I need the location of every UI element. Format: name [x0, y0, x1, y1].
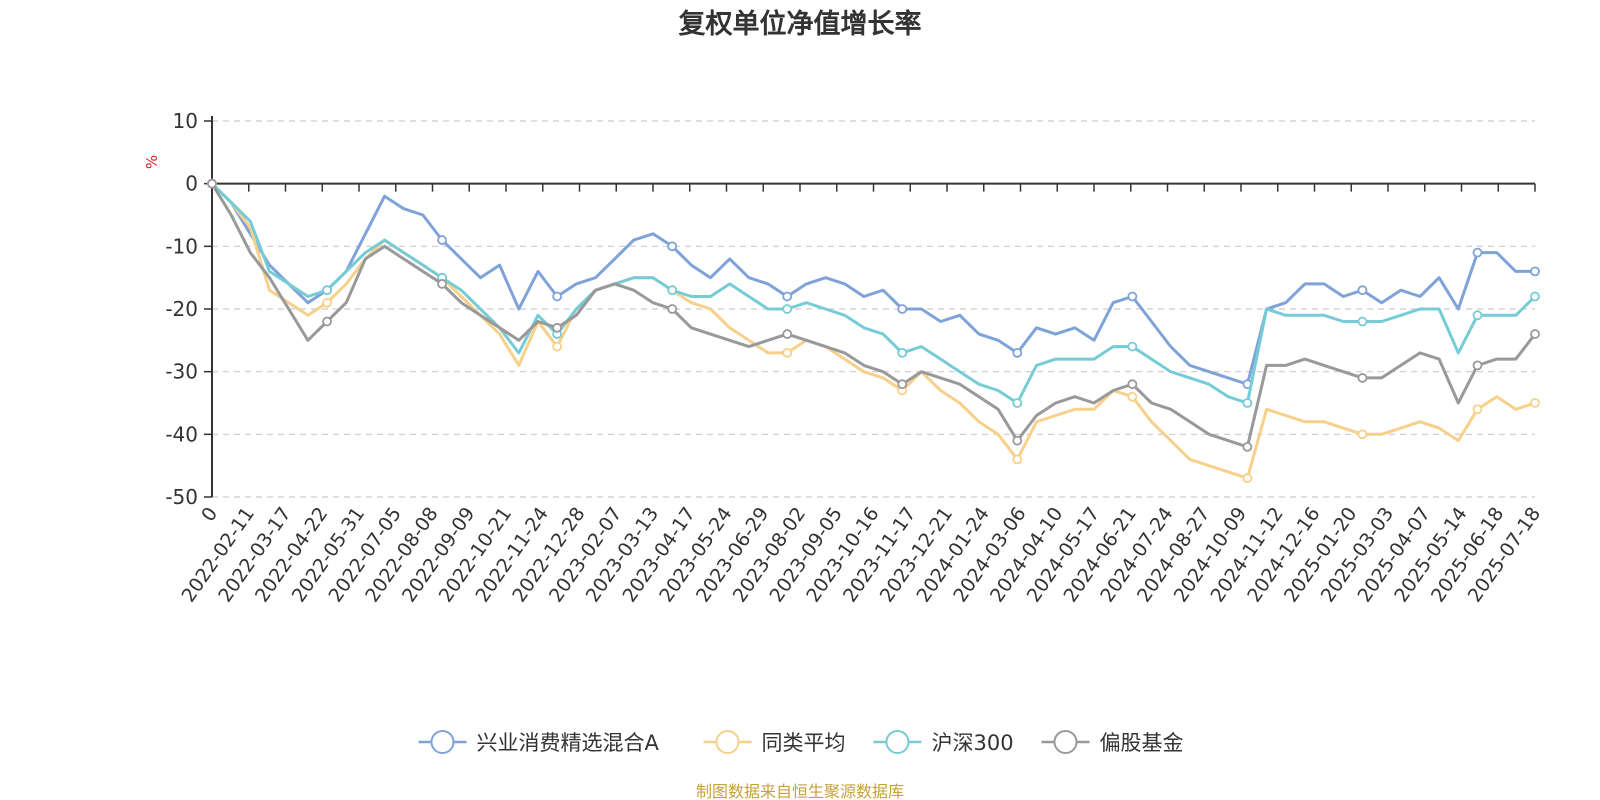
legend-item[interactable]: 沪深300: [873, 730, 1014, 755]
grid-lines: [212, 120, 1535, 498]
y-tick-label: -40: [165, 422, 198, 446]
legend-item[interactable]: 同类平均: [703, 730, 846, 755]
data-point: [1357, 285, 1368, 296]
series-line: [210, 182, 1537, 405]
legend-marker: [885, 730, 910, 754]
series-3: [207, 178, 1540, 408]
data-point: [1012, 454, 1023, 465]
legend-item[interactable]: 偏股基金: [1041, 730, 1184, 755]
y-tick-label: -20: [165, 297, 198, 321]
axes: [204, 116, 1536, 498]
data-point: [1012, 435, 1023, 446]
legend-label: 兴业消费精选混合A: [477, 731, 660, 755]
data-point: [782, 347, 793, 358]
chart-title: 复权单位净值增长率: [679, 8, 922, 40]
data-point: [1012, 398, 1023, 408]
data-point: [1472, 247, 1483, 258]
data-point: [1530, 398, 1540, 408]
series-4: [207, 178, 1540, 452]
data-point: [1472, 404, 1483, 415]
data-point: [897, 379, 908, 390]
data-point: [1472, 360, 1483, 371]
y-tick-label: 0: [185, 172, 198, 196]
data-point: [552, 291, 563, 302]
data-point: [322, 285, 332, 296]
legend-marker: [430, 730, 455, 754]
series-group: [207, 178, 1540, 484]
x-tick-label: 0: [197, 503, 222, 526]
y-tick-label: -30: [165, 360, 198, 384]
data-point: [1530, 266, 1540, 277]
data-point: [1242, 473, 1253, 484]
data-point: [1530, 329, 1540, 339]
data-point: [552, 322, 563, 333]
data-point: [667, 241, 678, 252]
data-point: [437, 235, 447, 245]
data-point: [1127, 391, 1138, 402]
data-point: [1012, 347, 1023, 358]
legend[interactable]: 兴业消费精选混合A 同类平均 沪深300 偏股基金: [418, 730, 1184, 755]
series-line: [210, 182, 1537, 449]
data-point: [1357, 429, 1368, 440]
data-point: [322, 316, 332, 327]
legend-item[interactable]: 兴业消费精选混合A: [418, 730, 660, 755]
data-point: [1357, 316, 1368, 327]
y-tick-labels: 10 0 -10 -20 -30 -40 -50: [165, 109, 198, 509]
data-point: [897, 347, 908, 358]
data-point: [1472, 310, 1483, 321]
data-point: [1127, 291, 1138, 302]
series-line: [210, 182, 1535, 386]
source-note: 制图数据来自恒生聚源数据库: [696, 782, 904, 800]
legend-label: 同类平均: [762, 731, 846, 755]
x-tick-labels: 02022-02-112022-03-172022-04-222022-05-3…: [177, 503, 1545, 606]
data-point: [1530, 291, 1540, 302]
data-point: [1127, 379, 1138, 390]
data-point: [782, 329, 793, 339]
y-unit-label: %: [143, 155, 161, 169]
data-point: [782, 304, 793, 314]
data-point: [1242, 441, 1253, 452]
data-point: [322, 297, 332, 308]
data-point: [437, 279, 447, 289]
data-point: [1127, 341, 1138, 352]
data-point: [207, 178, 217, 189]
y-tick-label: -50: [165, 485, 198, 509]
legend-marker: [1053, 730, 1078, 754]
y-tick-label: -10: [165, 234, 198, 258]
legend-label: 偏股基金: [1100, 731, 1184, 755]
data-point: [1242, 398, 1253, 408]
data-point: [1357, 373, 1368, 383]
data-point: [552, 341, 563, 352]
data-point: [667, 304, 678, 314]
legend-label: 沪深300: [932, 731, 1014, 755]
legend-marker: [715, 730, 740, 754]
data-point: [897, 304, 908, 314]
data-point: [782, 291, 793, 302]
y-tick-label: 10: [173, 109, 198, 133]
data-point: [667, 285, 678, 296]
series-1: [207, 178, 1540, 390]
